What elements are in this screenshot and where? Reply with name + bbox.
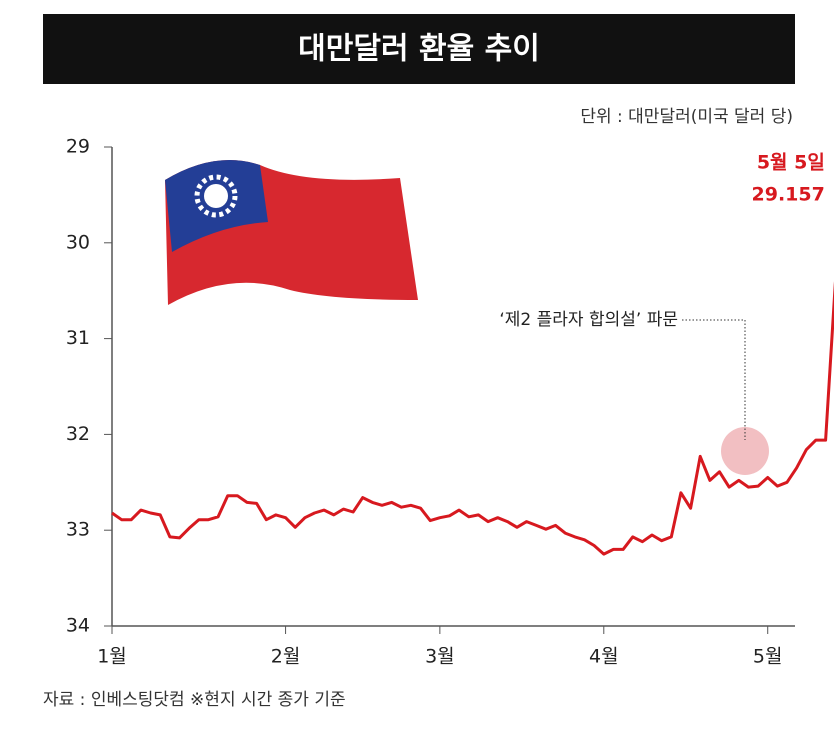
- x-tick-label: 5월: [753, 646, 783, 668]
- y-tick-label: 32: [66, 423, 90, 445]
- source-note: 자료 : 인베스팅닷컴 ※현지 시간 종가 기준: [43, 690, 346, 710]
- unit-note: 단위 : 대만달러(미국 달러 당): [580, 107, 793, 127]
- annotation: 5월 5일: [757, 152, 825, 174]
- y-tick-label: 31: [66, 327, 90, 349]
- x-tick-label: 3월: [425, 646, 455, 668]
- y-tick-label: 34: [66, 615, 90, 637]
- flag: [165, 160, 418, 305]
- y-tick-label: 29: [66, 136, 90, 158]
- highlight-circle: [721, 427, 769, 475]
- annotation-leader: [682, 319, 746, 440]
- x-tick-label: 1월: [97, 646, 127, 668]
- x-tick-label: 4월: [589, 646, 619, 668]
- title-bar: [43, 14, 795, 84]
- chart-title: 대만달러 환율 추이: [298, 32, 540, 67]
- y-tick-label: 30: [66, 231, 90, 253]
- data-label: 29.157: [752, 184, 825, 206]
- annotation: ‘제2 플라자 합의설’ 파문: [499, 310, 678, 330]
- line-series: [111, 281, 834, 556]
- y-tick-label: 33: [66, 519, 90, 541]
- x-tick-label: 2월: [271, 646, 301, 668]
